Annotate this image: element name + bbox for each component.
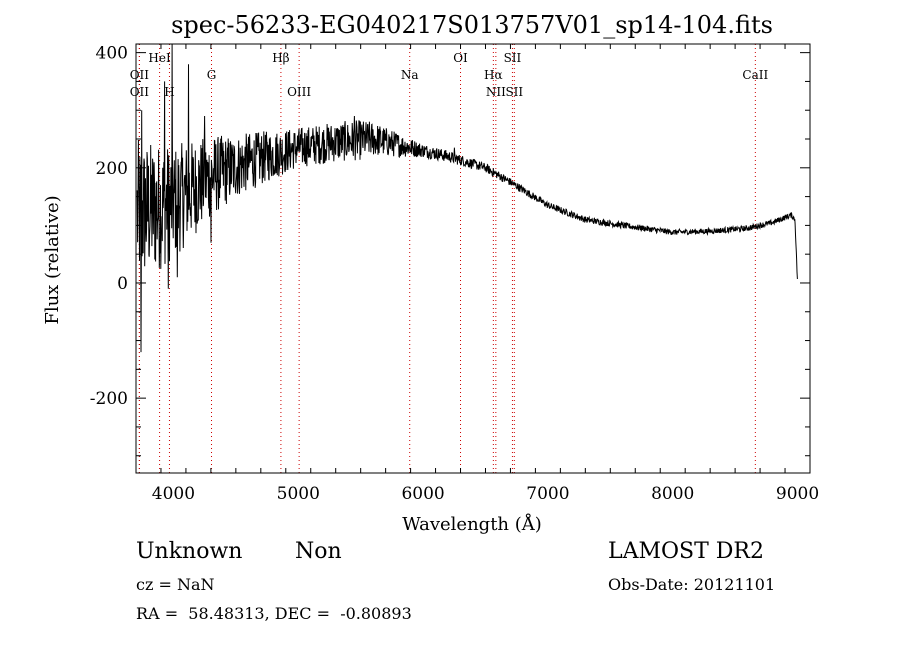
line-label: OII [130,68,150,82]
chart-title: spec-56233-EG040217S013757V01_sp14-104.f… [171,11,773,39]
object-class: Unknown [136,539,243,564]
x-axis-label: Wavelength (Å) [402,513,542,535]
x-tick-label: 6000 [401,484,444,504]
y-tick-label: 400 [96,44,128,64]
line-label: CaII [742,68,768,82]
survey-name: LAMOST DR2 [608,539,764,564]
ra-dec-coordinates: RA = 58.48313, DEC = -0.80893 [136,604,412,623]
line-label: OII [130,85,150,99]
x-tick-label: 7000 [526,484,569,504]
y-tick-label: 0 [117,274,128,294]
line-label: SII [505,85,523,99]
observation-date: Obs-Date: 20121101 [608,575,776,594]
redshift-cz: cz = NaN [136,575,215,594]
x-tick-label: 9000 [776,484,819,504]
line-label: Hα [484,68,503,82]
spectral-line-markers [138,44,756,473]
y-tick-label: -200 [90,389,128,409]
plot-frame [135,43,811,474]
y-axis-label: Flux (relative) [42,195,63,324]
line-label: HeI [148,51,171,65]
object-subclass: Non [295,539,342,564]
line-label: OIII [287,85,311,99]
x-axis-ticks: 4000 5000 6000 7000 8000 9000 [135,44,819,504]
y-axis-ticks: -200 0 200 400 [90,44,810,457]
spectrum-line [136,43,798,353]
x-tick-label: 5000 [277,484,320,504]
line-label: OI [453,51,468,65]
line-label: SII [504,51,522,65]
x-tick-label: 4000 [152,484,195,504]
line-label: NII [486,85,506,99]
y-tick-label: 200 [96,159,128,179]
line-label: G [207,68,217,82]
line-label: Hβ [272,51,289,65]
line-label: H [164,85,174,99]
x-tick-label: 8000 [651,484,694,504]
line-label: Na [401,68,419,82]
